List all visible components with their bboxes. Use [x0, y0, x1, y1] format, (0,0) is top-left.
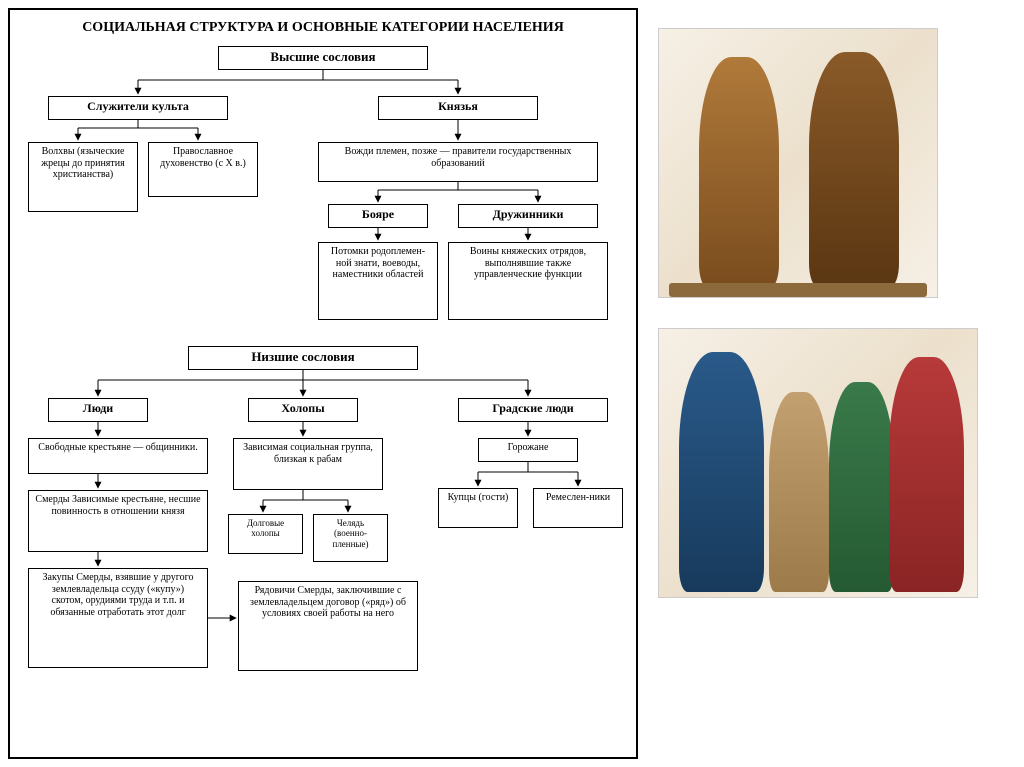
node-smerdy: Смерды Зависимые крестьяне, несшие повин… [28, 490, 208, 552]
node-kult: Служители культа [48, 96, 228, 120]
diagram-title: СОЦИАЛЬНАЯ СТРУКТУРА И ОСНОВНЫЕ КАТЕГОРИ… [18, 20, 628, 36]
hierarchy-diagram: Высшие сословия Служители культа Князья … [18, 46, 628, 751]
node-ryad: Рядовичи Смерды, заключившие с землевлад… [238, 581, 418, 671]
diagram-panel: СОЦИАЛЬНАЯ СТРУКТУРА И ОСНОВНЫЕ КАТЕГОРИ… [8, 8, 638, 759]
node-vozhd: Вожди племен, позже — правители государс… [318, 142, 598, 182]
node-gor: Горожане [478, 438, 578, 462]
node-grad: Градские люди [458, 398, 608, 422]
node-dolg: Долговые холопы [228, 514, 303, 554]
node-svob: Свободные крестьяне — общинники. [28, 438, 208, 474]
node-potomki: Потомки родоплемен-ной знати, воеводы, н… [318, 242, 438, 320]
peasants-illustration [658, 328, 978, 598]
node-rem: Ремеслен-ники [533, 488, 623, 528]
node-prav: Православное духовенство (с X в.) [148, 142, 258, 197]
node-zavis: Зависимая социальная группа, близкая к р… [233, 438, 383, 490]
node-chel: Челядь (военно-пленные) [313, 514, 388, 562]
node-volhv: Волхвы (языческие жрецы до принятия хрис… [28, 142, 138, 212]
node-boyare: Бояре [328, 204, 428, 228]
node-lyudi: Люди [48, 398, 148, 422]
node-nsos: Низшие сословия [188, 346, 418, 370]
node-knyaz: Князья [378, 96, 538, 120]
node-voiny: Воины княжеских отрядов, выполнявшие так… [448, 242, 608, 320]
node-druzh: Дружинники [458, 204, 598, 228]
node-vsos: Высшие сословия [218, 46, 428, 70]
boyars-illustration [658, 28, 938, 298]
node-zakup: Закупы Смерды, взявшие у другого землевл… [28, 568, 208, 668]
node-kup: Купцы (гости) [438, 488, 518, 528]
node-holop: Холопы [248, 398, 358, 422]
images-column [658, 8, 1016, 759]
